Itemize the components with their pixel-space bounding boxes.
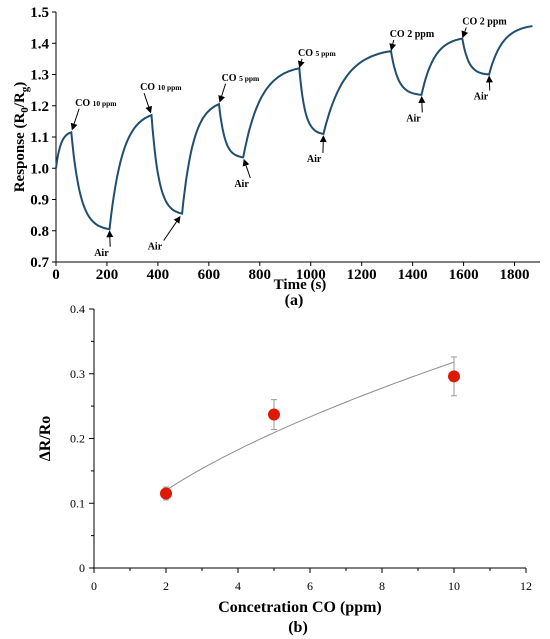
x-axis-title-b: Concetration CO (ppm) <box>218 599 382 616</box>
annotation-arrow <box>485 75 493 91</box>
x-tick-label-a: 1400 <box>398 267 428 283</box>
annotation-label: CO 2 ppm <box>390 29 435 40</box>
annotation-label: Air <box>474 92 489 103</box>
annotation-label: CO 10 ppm <box>140 82 182 93</box>
x-tick-label-b: 2 <box>163 579 169 593</box>
annotation-arrow <box>242 158 251 179</box>
y-tick-label-b: 0.2 <box>70 432 85 446</box>
y-tick-label-a: 1.3 <box>30 68 49 84</box>
annotation-arrow <box>218 83 227 103</box>
chart-b: 0 0.1 0.2 0.3 0.4 0 2 4 6 8 10 12 ΔR/Ro Concetration … <box>37 302 532 636</box>
data-point <box>268 408 280 421</box>
trendline <box>165 361 455 491</box>
annotation-arrow <box>70 108 80 131</box>
x-tick-label-a: 1200 <box>347 267 377 283</box>
x-tick-label-a: 200 <box>96 267 119 283</box>
y-tick-label-a: 1.0 <box>30 161 49 177</box>
y-tick-label-a: 0.9 <box>30 193 49 209</box>
y-axis-title-a: Response (R0/Rg) <box>12 82 31 193</box>
x-tick-label-a: 0 <box>52 267 60 283</box>
annotation-label: Air <box>307 154 322 165</box>
x-tick-label-a: 1000 <box>296 267 326 283</box>
x-tick-label-a: 600 <box>198 267 221 283</box>
annotation-arrow <box>163 215 181 241</box>
annotation-label: Air <box>234 179 249 190</box>
x-tick-label-b: 8 <box>379 579 385 593</box>
x-tick-label-a: 400 <box>147 267 170 283</box>
annotation-arrow <box>106 230 114 247</box>
chart-a: 0.7 0.8 0.9 1.0 1.1 1.2 1.3 1.4 1.5 0 200 400 600 800… <box>12 5 540 309</box>
annotation-label: Air <box>94 248 109 259</box>
annotation-arrow <box>389 39 397 51</box>
panel-label-b: (b) <box>288 619 308 636</box>
x-tick-label-b: 0 <box>91 579 97 593</box>
annotation-arrow <box>418 95 426 113</box>
y-tick-label-a: 1.2 <box>30 99 49 115</box>
x-tick-label-b: 6 <box>307 579 313 593</box>
x-tick-label-b: 10 <box>448 579 460 593</box>
annotation-arrow <box>297 58 305 69</box>
annotation-arrow <box>143 92 153 114</box>
annotation-label: CO 10 ppm <box>75 98 117 109</box>
panel-label-a: (a) <box>285 292 304 309</box>
x-axis-title-a: Time (s) <box>274 277 327 293</box>
y-tick-label-a: 0.7 <box>30 255 49 271</box>
x-tick-label-a: 1800 <box>500 267 530 283</box>
data-point <box>160 487 172 500</box>
y-tick-label-a: 1.5 <box>30 5 49 21</box>
y-tick-label-b: 0.4 <box>70 302 85 316</box>
annotation-label: CO 5 ppm <box>298 48 336 59</box>
data-point <box>448 370 460 383</box>
response-line <box>55 25 533 231</box>
y-tick-label-a: 1.4 <box>30 36 49 52</box>
x-tick-label-b: 12 <box>520 579 532 593</box>
y-axis-title-b: ΔR/Ro <box>37 416 54 462</box>
annotation-label: CO 2 ppm <box>462 17 507 28</box>
annotation-arrow <box>461 27 469 39</box>
x-tick-label-a: 1600 <box>449 267 479 283</box>
y-tick-label-a: 1.1 <box>30 130 49 146</box>
y-tick-label-b: 0.3 <box>70 367 85 381</box>
y-tick-label-b: 0 <box>79 561 85 575</box>
x-tick-label-b: 4 <box>235 579 241 593</box>
annotation-label: Air <box>406 113 421 124</box>
y-tick-label-a: 0.8 <box>30 224 49 240</box>
annotation-label: Air <box>148 242 163 253</box>
x-tick-label-a: 800 <box>249 267 272 283</box>
y-tick-label-b: 0.1 <box>70 496 85 510</box>
annotation-label: CO 5 ppm <box>222 73 260 84</box>
